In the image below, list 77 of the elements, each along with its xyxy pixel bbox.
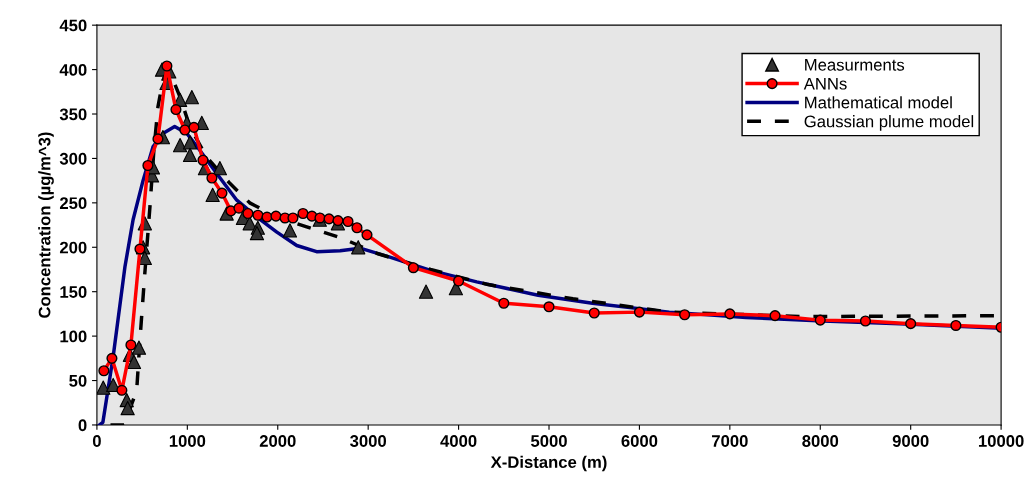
point — [418, 284, 434, 299]
point — [152, 133, 164, 145]
y-tick-label: 300 — [59, 152, 87, 165]
x-tick-label: 4000 — [440, 435, 477, 447]
point — [205, 187, 220, 202]
point — [950, 319, 962, 332]
point — [814, 314, 826, 326]
point — [407, 262, 419, 274]
point — [188, 121, 200, 133]
y-tick-label: 200 — [59, 241, 87, 254]
x-tick-label: 10000 — [978, 435, 1024, 447]
x-axis-title: X-Distance (m) — [490, 455, 607, 472]
point — [242, 207, 254, 220]
y-axis-title: Concentration (µg/m^3) — [38, 132, 54, 318]
point — [543, 301, 555, 313]
legend-label: Gaussian plume model — [804, 115, 974, 131]
point — [142, 159, 154, 172]
point — [134, 243, 146, 255]
point — [197, 154, 209, 166]
point — [287, 212, 299, 224]
x-tick-label: 9000 — [892, 435, 929, 447]
legend-label: ANNs — [803, 77, 847, 90]
x-tick-label: 7000 — [712, 435, 748, 447]
point — [182, 135, 198, 150]
point — [206, 172, 218, 184]
point — [161, 60, 173, 72]
point — [498, 297, 510, 309]
point — [769, 310, 781, 322]
point — [116, 384, 128, 396]
point — [332, 215, 344, 227]
point — [170, 104, 182, 116]
point — [106, 352, 118, 364]
y-tick-label: 450 — [59, 19, 87, 32]
point — [131, 340, 147, 355]
y-tick-label: 50 — [69, 374, 87, 387]
point — [249, 225, 265, 241]
point — [182, 147, 198, 163]
point — [351, 240, 366, 255]
point — [120, 400, 135, 416]
x-tick-label: 2000 — [259, 435, 296, 447]
point — [252, 209, 264, 221]
x-tick-label: 1000 — [169, 435, 206, 447]
point — [905, 318, 917, 330]
point — [724, 308, 736, 320]
y-tick-label: 150 — [60, 286, 87, 298]
point — [126, 354, 142, 370]
point — [351, 222, 363, 234]
point — [125, 339, 137, 351]
x-tick-label: 5000 — [530, 435, 567, 447]
point — [233, 202, 245, 214]
point — [297, 207, 309, 220]
legend-label: Measurments — [805, 59, 905, 71]
point — [282, 223, 298, 238]
y-tick-label: 350 — [59, 108, 87, 121]
point — [96, 380, 111, 395]
point — [633, 306, 645, 318]
point — [588, 307, 600, 319]
x-tick-label: 3000 — [350, 435, 387, 447]
y-tick-label: 0 — [78, 419, 87, 432]
y-tick-label: 250 — [59, 197, 87, 210]
point — [172, 137, 188, 153]
x-tick-label: 8000 — [802, 435, 839, 447]
point — [453, 275, 465, 287]
point — [270, 210, 282, 222]
point — [679, 309, 691, 321]
y-tick-label: 400 — [59, 63, 87, 76]
y-tick-label: 100 — [60, 330, 87, 343]
point — [361, 229, 373, 241]
point — [342, 215, 354, 228]
point — [859, 315, 872, 327]
legend-label: Mathematical model — [805, 96, 952, 109]
point — [212, 161, 228, 176]
point — [98, 365, 110, 377]
point — [184, 89, 199, 105]
x-tick-label: 6000 — [621, 435, 658, 447]
point — [216, 187, 228, 199]
x-tick-label: 0 — [92, 435, 101, 447]
